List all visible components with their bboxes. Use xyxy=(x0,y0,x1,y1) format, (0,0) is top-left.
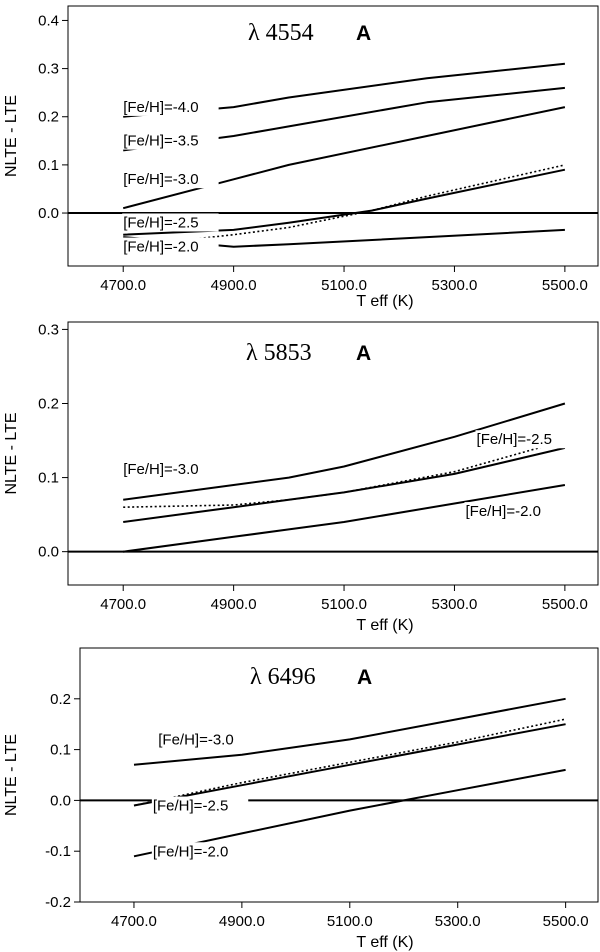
chart-1-y-tick-label: 0.4 xyxy=(38,12,59,29)
chart-1-x-tick-label: 5300.0 xyxy=(432,277,478,294)
chart-3-y-tick-label: -0.2 xyxy=(45,894,71,911)
chart-1-label-backdrop xyxy=(122,131,219,150)
chart-1-series-line-dotted xyxy=(123,164,566,248)
chart-3-title-mark: A xyxy=(357,666,372,689)
chart-2-y-axis-label: NLTE - LTE xyxy=(3,412,20,494)
chart-1-title-mark: A xyxy=(356,22,371,45)
chart-2-x-tick-label: 5100.0 xyxy=(321,596,367,613)
chart-1-y-tick-label: 0.0 xyxy=(38,205,59,222)
chart-3-series-line xyxy=(133,697,566,766)
chart-2-label-backdrop xyxy=(122,459,219,478)
chart-1-y-axis-label: NLTE - LTE xyxy=(3,95,20,177)
chart-3-series-label: [Fe/H]=-2.5 xyxy=(153,798,228,815)
chart-1-y-tick-label: 0.2 xyxy=(38,109,59,126)
chart-2-y-tick-label: 0.2 xyxy=(38,395,59,412)
chart-1-label-backdrop xyxy=(122,170,219,189)
chart-1-x-axis-label: T eff (K) xyxy=(356,293,413,310)
chart-3-series-label: [Fe/H]=-2.0 xyxy=(153,843,228,860)
chart-2-series-line-dotted xyxy=(123,439,566,508)
chart-3-x-tick-label: 4700.0 xyxy=(111,913,157,930)
chart-2-series-line xyxy=(123,402,566,501)
chart-2-x-tick-label: 4700.0 xyxy=(100,596,146,613)
chart-1-series-label: [Fe/H]=-2.0 xyxy=(123,239,198,256)
chart-1-label-backdrop xyxy=(122,237,219,256)
chart-2-label-backdrop xyxy=(475,430,572,449)
chart-1-series-line xyxy=(122,106,566,210)
chart-3-label-backdrop xyxy=(151,842,249,861)
chart-3-label-backdrop xyxy=(157,730,254,749)
chart-2-y-tick-label: 0.1 xyxy=(38,470,59,487)
chart-1-series-label: [Fe/H]=-3.5 xyxy=(123,133,198,150)
chart-1-x-tick-label: 5500.0 xyxy=(542,277,588,294)
chart-1-title: λ 4554 xyxy=(248,20,314,46)
chart-1-y-tick-label: 0.1 xyxy=(38,157,59,174)
chart-1-x-tick-label: 4900.0 xyxy=(211,277,257,294)
chart-3-x-tick-label: 5300.0 xyxy=(435,913,481,930)
chart-1-label-backdrop xyxy=(122,97,219,116)
chart-1-series-label: [Fe/H]=-3.0 xyxy=(123,171,198,188)
chart-3-y-tick-label: -0.1 xyxy=(45,843,71,860)
chart-2-x-tick-label: 5500.0 xyxy=(542,596,588,613)
chart-2-label-backdrop xyxy=(464,502,561,521)
chart-1-plot-frame xyxy=(67,5,599,267)
chart-3-series-line xyxy=(133,723,566,807)
chart-2-plot-frame xyxy=(67,321,599,586)
chart-2-title: λ 5853 xyxy=(246,340,312,366)
chart-3-series-line xyxy=(133,768,566,858)
chart-3-x-tick-label: 5100.0 xyxy=(327,913,373,930)
chart-2-series-label: [Fe/H]=-3.0 xyxy=(123,461,198,478)
chart-2-x-axis-label: T eff (K) xyxy=(356,617,413,634)
chart-2-x-tick-label: 5300.0 xyxy=(432,596,478,613)
chart-1-label-backdrop xyxy=(122,213,219,232)
chart-2-series-label: [Fe/H]=-2.5 xyxy=(477,431,552,448)
chart-1-x-tick-label: 5100.0 xyxy=(321,277,367,294)
chart-3-y-tick-label: 0.0 xyxy=(50,792,71,809)
chart-3-y-axis-label: NLTE - LTE xyxy=(3,734,20,816)
chart-2-y-tick-label: 0.3 xyxy=(38,321,59,338)
chart-3-title: λ 6496 xyxy=(250,664,316,690)
chart-2-series-label: [Fe/H]=-2.0 xyxy=(466,503,541,520)
chart-2-series-line xyxy=(123,484,566,553)
chart-1-x-tick-label: 4700.0 xyxy=(100,277,146,294)
chart-2-x-tick-label: 4900.0 xyxy=(211,596,257,613)
chart-3-series-line-dotted xyxy=(133,718,566,807)
chart-3-label-backdrop xyxy=(151,796,249,815)
chart-2-title-mark: A xyxy=(356,342,371,365)
chart-3-y-tick-label: 0.1 xyxy=(50,742,71,759)
chart-3-plot-frame xyxy=(79,647,599,903)
chart-1-y-tick-label: 0.3 xyxy=(38,61,59,78)
chart-3-x-tick-label: 4900.0 xyxy=(219,913,265,930)
chart-1-series-label: [Fe/H]=-4.0 xyxy=(123,99,198,116)
chart-2-y-tick-label: 0.0 xyxy=(38,544,59,561)
chart-1-series-label: [Fe/H]=-2.5 xyxy=(123,214,198,231)
chart-3-x-tick-label: 5500.0 xyxy=(543,913,589,930)
chart-3-x-axis-label: T eff (K) xyxy=(356,934,413,951)
chart-3-y-tick-label: 0.2 xyxy=(50,691,71,708)
chart-3-series-label: [Fe/H]=-3.0 xyxy=(158,732,233,749)
